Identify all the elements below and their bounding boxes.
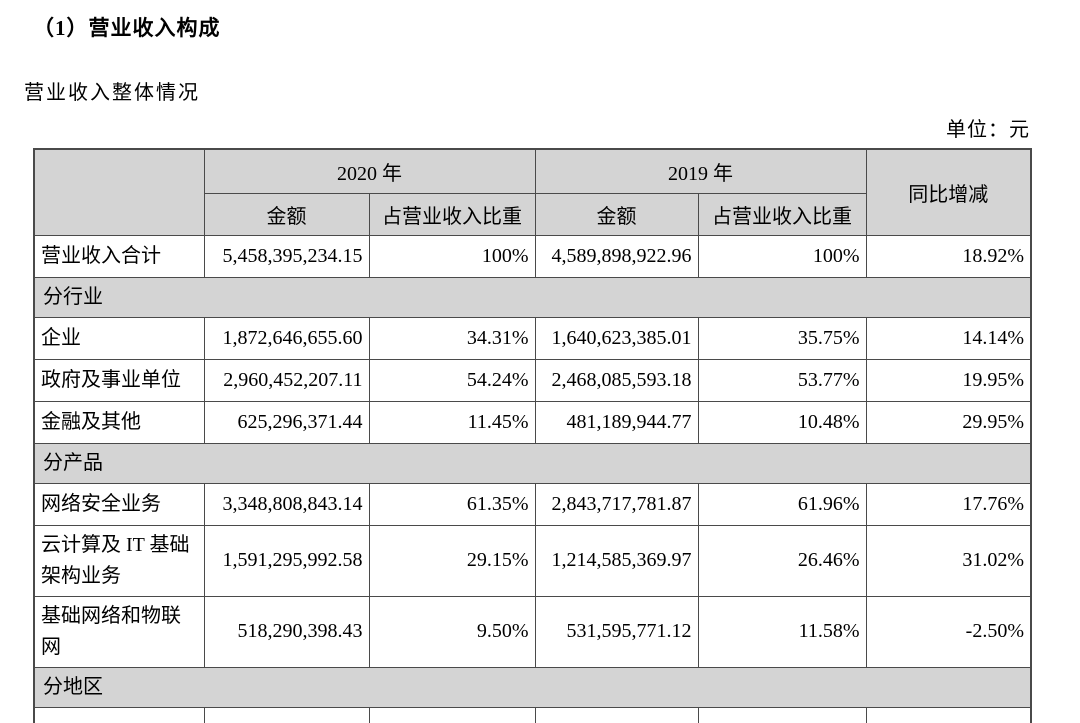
table-body: 营业收入合计 5,458,395,234.15 100% 4,589,898,922.…: [33, 234, 1032, 723]
section-row: 分行业: [33, 276, 1032, 318]
yoy-cell: -2.50%: [865, 595, 1032, 668]
amount-2019-cell: 531,595,771.12: [534, 595, 699, 668]
amount-2019-cell: [534, 706, 699, 723]
row-label: [33, 706, 205, 723]
share-2019-cell: 11.58%: [697, 595, 867, 668]
amount-2020-cell: 1,591,295,992.58: [203, 524, 370, 597]
amount-2019-cell: 1,640,623,385.01: [534, 316, 699, 360]
yoy-cell: [865, 706, 1032, 723]
year-2019-header: 2019 年: [534, 148, 867, 194]
header-row-subcolumns: 金额 占营业收入比重 金额 占营业收入比重: [34, 192, 1031, 236]
share-2019-cell: 61.96%: [697, 482, 867, 526]
amount-2020-cell: [203, 706, 370, 723]
amount-2020-cell: 2,960,452,207.11: [203, 358, 370, 402]
amount-2020-cell: 1,872,646,655.60: [203, 316, 370, 360]
section-label: 分产品: [33, 442, 1032, 484]
row-label: 营业收入合计: [33, 234, 205, 278]
section-label: 分行业: [33, 276, 1032, 318]
amount-2020-cell: 625,296,371.44: [203, 400, 370, 444]
amount-2020-cell: 3,348,808,843.14: [203, 482, 370, 526]
table-row: 网络安全业务 3,348,808,843.14 61.35% 2,843,717,78…: [33, 482, 1032, 526]
amount-2019-cell: 4,589,898,922.96: [534, 234, 699, 278]
table-row: 营业收入合计 5,458,395,234.15 100% 4,589,898,922.…: [33, 234, 1032, 278]
table-row: 基础网络和物联网 518,290,398.43 9.50% 531,595,771.1…: [33, 595, 1032, 668]
share-2020-cell: 61.35%: [368, 482, 536, 526]
amount-2019-cell: 1,214,585,369.97: [534, 524, 699, 597]
section-row: 分地区: [33, 666, 1032, 708]
share-2020-cell: 9.50%: [368, 595, 536, 668]
section-subtitle: 营业收入整体情况: [24, 82, 200, 104]
amount-header-2019: 金额: [534, 192, 699, 236]
row-label: 政府及事业单位: [33, 358, 205, 402]
yoy-cell: 14.14%: [865, 316, 1032, 360]
corner-cell: [33, 148, 205, 236]
share-2020-cell: 54.24%: [368, 358, 536, 402]
amount-2019-cell: 2,468,085,593.18: [534, 358, 699, 402]
unit-label: 单位：元: [946, 119, 1030, 141]
section-row: 分产品: [33, 442, 1032, 484]
table-row: 云计算及 IT 基础架构业务 1,591,295,992.58 29.15% 1,21…: [33, 524, 1032, 597]
share-2020-cell: 11.45%: [368, 400, 536, 444]
amount-2019-cell: 2,843,717,781.87: [534, 482, 699, 526]
page-title: （1）营业收入构成: [33, 16, 221, 40]
yoy-cell: 31.02%: [865, 524, 1032, 597]
yoy-cell: 18.92%: [865, 234, 1032, 278]
amount-2020-cell: 5,458,395,234.15: [203, 234, 370, 278]
yoy-cell: 17.76%: [865, 482, 1032, 526]
table-row: 政府及事业单位 2,960,452,207.11 54.24% 2,468,085,5…: [33, 358, 1032, 402]
amount-2020-cell: 518,290,398.43: [203, 595, 370, 668]
section-label: 分地区: [33, 666, 1032, 708]
year-2020-header: 2020 年: [203, 148, 536, 194]
share-2019-cell: 35.75%: [697, 316, 867, 360]
row-label: 企业: [33, 316, 205, 360]
row-label: 云计算及 IT 基础架构业务: [33, 524, 205, 597]
row-label: 网络安全业务: [33, 482, 205, 526]
row-label: 基础网络和物联网: [33, 595, 205, 668]
table-row: 金融及其他 625,296,371.44 11.45% 481,189,944.77 1…: [33, 400, 1032, 444]
share-header-2019: 占营业收入比重: [697, 192, 867, 236]
share-2019-cell: 26.46%: [697, 524, 867, 597]
share-2019-cell: 53.77%: [697, 358, 867, 402]
share-2020-cell: [368, 706, 536, 723]
table-row: 企业 1,872,646,655.60 34.31% 1,640,623,385.01…: [33, 316, 1032, 360]
yoy-cell: 19.95%: [865, 358, 1032, 402]
yoy-cell: 29.95%: [865, 400, 1032, 444]
revenue-table: 2020 年 2019 年 同比增减 金额 占营业收入比重 金额 占营业收入比重…: [33, 148, 1032, 723]
share-2020-cell: 100%: [368, 234, 536, 278]
share-2019-cell: [697, 706, 867, 723]
yoy-header: 同比增减: [865, 148, 1032, 236]
share-2019-cell: 100%: [697, 234, 867, 278]
share-2019-cell: 10.48%: [697, 400, 867, 444]
row-label: 金融及其他: [33, 400, 205, 444]
table-row: [33, 706, 1032, 723]
share-2020-cell: 34.31%: [368, 316, 536, 360]
share-header-2020: 占营业收入比重: [368, 192, 536, 236]
header-row-years: 2020 年 2019 年 同比增减: [33, 148, 1032, 236]
amount-header-2020: 金额: [203, 192, 370, 236]
amount-2019-cell: 481,189,944.77: [534, 400, 699, 444]
share-2020-cell: 29.15%: [368, 524, 536, 597]
